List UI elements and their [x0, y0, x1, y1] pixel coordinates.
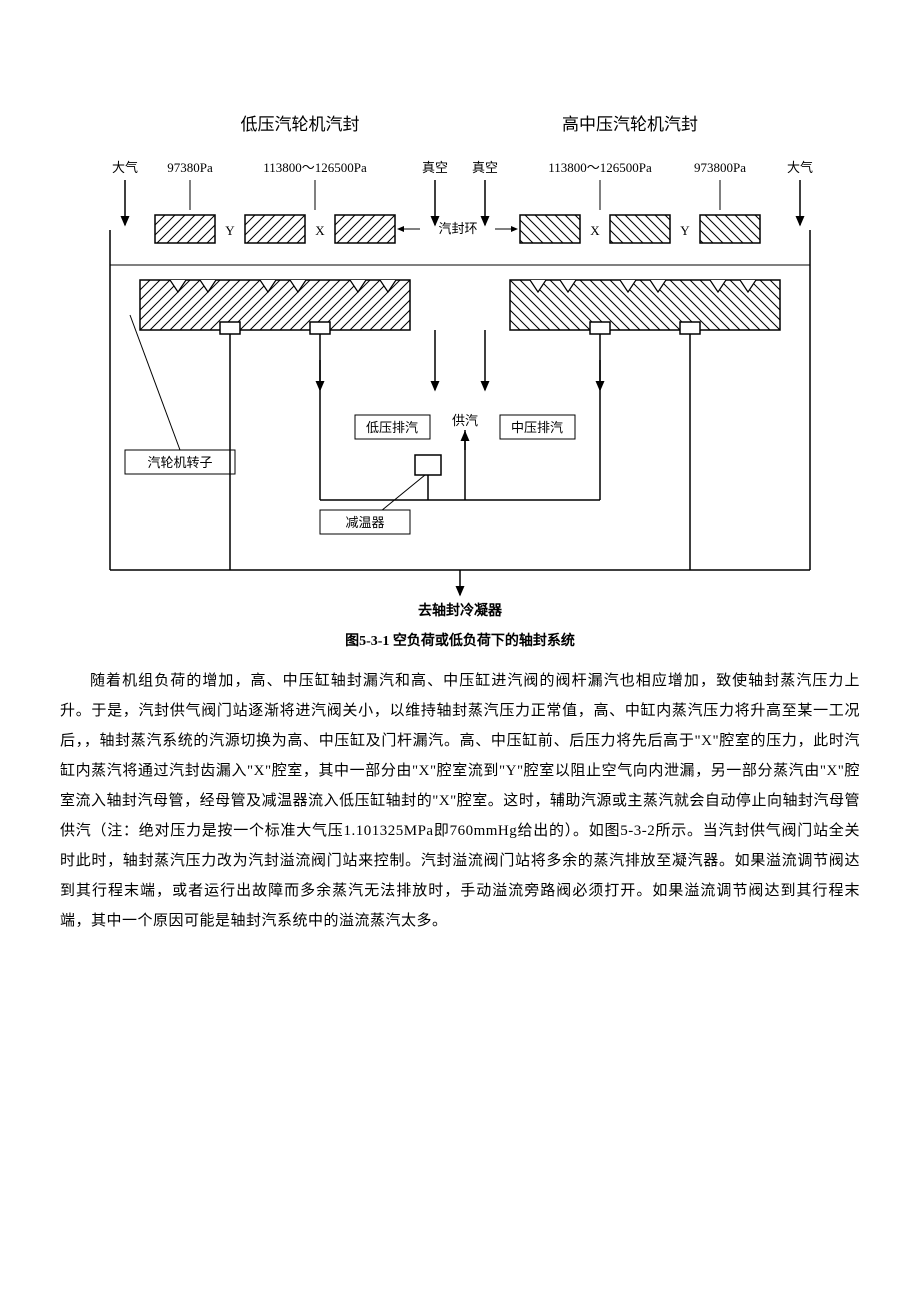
Y-label: Y — [225, 223, 235, 238]
p-left-2: 113800～126500Pa — [263, 160, 367, 175]
title-right: 高中压汽轮机汽封 — [562, 115, 698, 134]
supply-label: 供汽 — [452, 413, 478, 428]
to-cooler-label: 去轴封冷凝器 — [418, 602, 503, 619]
rotor-label: 汽轮机转子 — [147, 455, 212, 470]
lp-exhaust-label: 低压排汽 — [366, 420, 418, 435]
body-paragraph: 随着机组负荷的增加，高、中压缸轴封漏汽和高、中压缸进汽阀的阀杆漏汽也相应增加，致… — [60, 666, 860, 936]
atm-right: 大气 — [787, 160, 813, 175]
seal-system-diagram: 低压汽轮机汽封 高中压汽轮机汽封 大气 97380Pa 113800～12650… — [70, 100, 850, 620]
vac-right: 真空 — [472, 160, 498, 175]
vac-left: 真空 — [422, 160, 448, 175]
title-left: 低压汽轮机汽封 — [241, 115, 360, 134]
X-label-right: X — [590, 223, 600, 238]
Y-label-right: Y — [680, 223, 690, 238]
p-right-1: 113800～126500Pa — [548, 160, 652, 175]
ip-exhaust-label: 中压排汽 — [511, 420, 563, 435]
atm-left: 大气 — [112, 160, 138, 175]
p-right-2: 973800Pa — [694, 160, 746, 175]
attemperator-label: 减温器 — [345, 515, 384, 530]
p-left-1: 97380Pa — [167, 160, 213, 175]
figure-caption: 图5-3-1 空负荷或低负荷下的轴封系统 — [60, 630, 860, 650]
seal-ring-label: 汽封环 — [438, 221, 477, 236]
X-label: X — [315, 223, 325, 238]
